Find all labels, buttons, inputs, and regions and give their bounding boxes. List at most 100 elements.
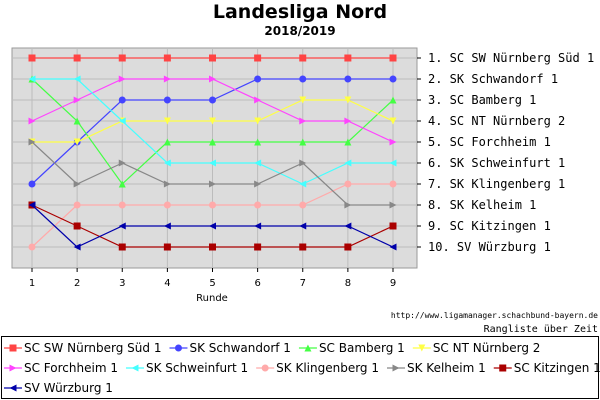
- data-point: [118, 117, 126, 125]
- data-point: [344, 159, 352, 167]
- data-point: [344, 180, 352, 188]
- data-point: [299, 201, 307, 209]
- data-point: [344, 75, 352, 83]
- legend-item: SC SW Nürnberg Süd 1: [4, 341, 161, 355]
- data-point: [254, 96, 262, 104]
- data-point: [209, 54, 216, 62]
- data-point: [254, 159, 262, 167]
- data-point: [118, 159, 126, 167]
- data-point: [299, 222, 307, 230]
- legend-label: SK Kelheim 1: [407, 361, 486, 375]
- x-tick-label: 2: [74, 278, 80, 289]
- data-point: [209, 138, 216, 146]
- legend-label: SV Würzburg 1: [24, 381, 113, 395]
- data-point: [28, 75, 36, 83]
- data-point: [163, 222, 171, 230]
- legend-marker: [499, 364, 507, 372]
- data-point: [254, 75, 262, 83]
- legend-item: SC Kitzingen 1: [493, 361, 600, 375]
- data-point: [299, 138, 307, 146]
- chart-title: Landesliga Nord: [213, 1, 387, 23]
- data-point: [209, 117, 216, 125]
- chart-caption: Rangliste über Zeit: [484, 324, 598, 335]
- data-point: [299, 75, 307, 83]
- data-point: [163, 159, 171, 167]
- x-tick-label: 3: [119, 278, 125, 289]
- legend-item: SC Forchheim 1: [4, 361, 118, 375]
- data-point: [389, 75, 397, 83]
- x-tick-label: 9: [390, 278, 396, 289]
- data-point: [344, 243, 352, 251]
- data-point: [389, 180, 397, 188]
- x-axis-ticks: 1 2 3 4 5 6 7 8 9: [29, 268, 396, 289]
- data-point: [209, 201, 216, 209]
- data-point: [389, 243, 397, 251]
- data-point: [344, 138, 352, 146]
- data-point: [299, 180, 307, 188]
- data-point: [73, 222, 81, 230]
- data-point: [28, 180, 36, 188]
- data-point: [163, 180, 171, 188]
- data-point: [389, 159, 397, 167]
- x-tick-label: 4: [164, 278, 170, 289]
- data-point: [389, 96, 397, 104]
- legend-item: SC NT Nürnberg 2: [412, 341, 540, 355]
- data-point: [118, 243, 126, 251]
- data-point: [344, 117, 352, 125]
- data-point: [73, 75, 81, 83]
- legend-marker: [304, 344, 312, 352]
- data-point: [28, 243, 36, 251]
- data-point: [73, 180, 81, 188]
- data-point: [118, 54, 126, 62]
- legend-label: SC Bamberg 1: [319, 341, 405, 355]
- data-point: [118, 201, 126, 209]
- data-point: [163, 201, 171, 209]
- data-point: [118, 75, 126, 83]
- x-tick-label: 7: [300, 278, 306, 289]
- legend-item: SK Schwandorf 1: [169, 341, 291, 355]
- legend-label: SK Schweinfurt 1: [146, 361, 248, 375]
- data-point: [118, 96, 126, 104]
- plot-area: [11, 47, 418, 269]
- data-point: [163, 96, 171, 104]
- data-point: [299, 117, 307, 125]
- data-point: [73, 54, 81, 62]
- data-point: [299, 243, 307, 251]
- final-standings: 1. SC SW Nürnberg Süd 1 2. SK Schwandorf…: [417, 51, 594, 254]
- data-point: [209, 243, 216, 251]
- standing-label: 5. SC Forchheim 1: [428, 135, 551, 149]
- legend-label: SK Klingenberg 1: [276, 361, 379, 375]
- data-point: [73, 243, 81, 251]
- data-point: [254, 243, 262, 251]
- data-point: [389, 201, 397, 209]
- legend: SC SW Nürnberg Süd 1 SK Schwandorf 1 SC Ba…: [4, 341, 600, 395]
- data-point: [163, 75, 171, 83]
- source-url: http://www.ligamanager.schachbund-bayern…: [391, 311, 598, 320]
- data-point: [299, 54, 307, 62]
- x-tick-label: 1: [29, 278, 35, 289]
- data-point: [344, 96, 352, 104]
- series-group: [28, 138, 397, 209]
- standing-label: 1. SC SW Nürnberg Süd 1: [428, 51, 594, 65]
- data-point: [163, 117, 171, 125]
- data-point: [209, 75, 216, 83]
- data-point: [344, 222, 352, 230]
- standing-label: 9. SC Kitzingen 1: [428, 219, 551, 233]
- legend-marker: [131, 364, 139, 372]
- data-point: [209, 180, 216, 188]
- standing-label: 6. SK Schweinfurt 1: [428, 156, 565, 170]
- series-group: [28, 201, 397, 251]
- data-point: [118, 180, 126, 188]
- data-point: [28, 117, 36, 125]
- legend-item: SK Klingenberg 1: [256, 361, 379, 375]
- standing-label: 8. SK Kelheim 1: [428, 198, 536, 212]
- data-point: [163, 243, 171, 251]
- legend-item: SK Kelheim 1: [387, 361, 486, 375]
- series-group: [28, 75, 397, 188]
- data-point: [389, 117, 397, 125]
- series-group: [28, 54, 397, 62]
- x-tick-label: 5: [209, 278, 215, 289]
- standing-label: 10. SV Würzburg 1: [428, 240, 551, 254]
- legend-item: SV Würzburg 1: [4, 381, 113, 395]
